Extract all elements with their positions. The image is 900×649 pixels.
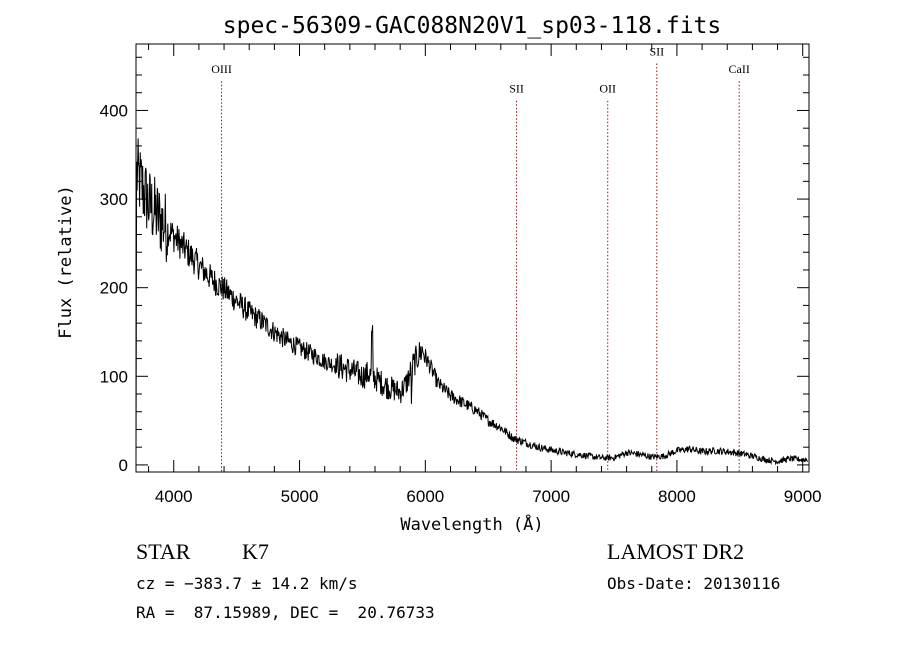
emission-lines: OIII SII OII SII CaII bbox=[211, 45, 750, 472]
spectrum-series-line bbox=[135, 138, 808, 466]
redshift-readout: cz = −383.7 ± 14.2 km/s bbox=[136, 574, 358, 593]
obs-date-readout: Obs-Date: 20130116 bbox=[607, 574, 781, 593]
x-tick-label: 9000 bbox=[784, 487, 822, 506]
survey-label: LAMOST DR2 bbox=[607, 539, 745, 564]
star-subclass-label: K7 bbox=[242, 539, 269, 564]
line-label-3: SII bbox=[649, 45, 664, 59]
x-tick-label: 4000 bbox=[155, 487, 193, 506]
x-tick-label: 8000 bbox=[658, 487, 696, 506]
x-tick-label: 6000 bbox=[406, 487, 444, 506]
line-label-1: SII bbox=[509, 82, 524, 96]
y-tick-label: 0 bbox=[119, 456, 128, 475]
star-class-label: STAR bbox=[136, 539, 191, 564]
line-label-4: CaII bbox=[729, 62, 750, 76]
line-label-0: OIII bbox=[211, 62, 232, 76]
y-axis-label: Flux (relative) bbox=[56, 185, 76, 339]
x-axis-label: Wavelength (Å) bbox=[400, 513, 543, 535]
axis-ticks: 4000 5000 6000 7000 8000 9000 0 100 200 300 400 bbox=[100, 44, 822, 506]
x-tick-label: 7000 bbox=[532, 487, 570, 506]
y-tick-label: 400 bbox=[100, 101, 128, 120]
y-tick-label: 200 bbox=[100, 279, 128, 298]
chart-title: spec-56309-GAC088N20V1_sp03-118.fits bbox=[223, 13, 722, 39]
coordinates-readout: RA = 87.15989, DEC = 20.76733 bbox=[136, 603, 435, 622]
plot-frame bbox=[135, 43, 810, 473]
y-tick-label: 300 bbox=[100, 190, 128, 209]
line-label-2: OII bbox=[599, 82, 616, 96]
x-tick-label: 5000 bbox=[281, 487, 319, 506]
y-tick-label: 100 bbox=[100, 367, 128, 386]
